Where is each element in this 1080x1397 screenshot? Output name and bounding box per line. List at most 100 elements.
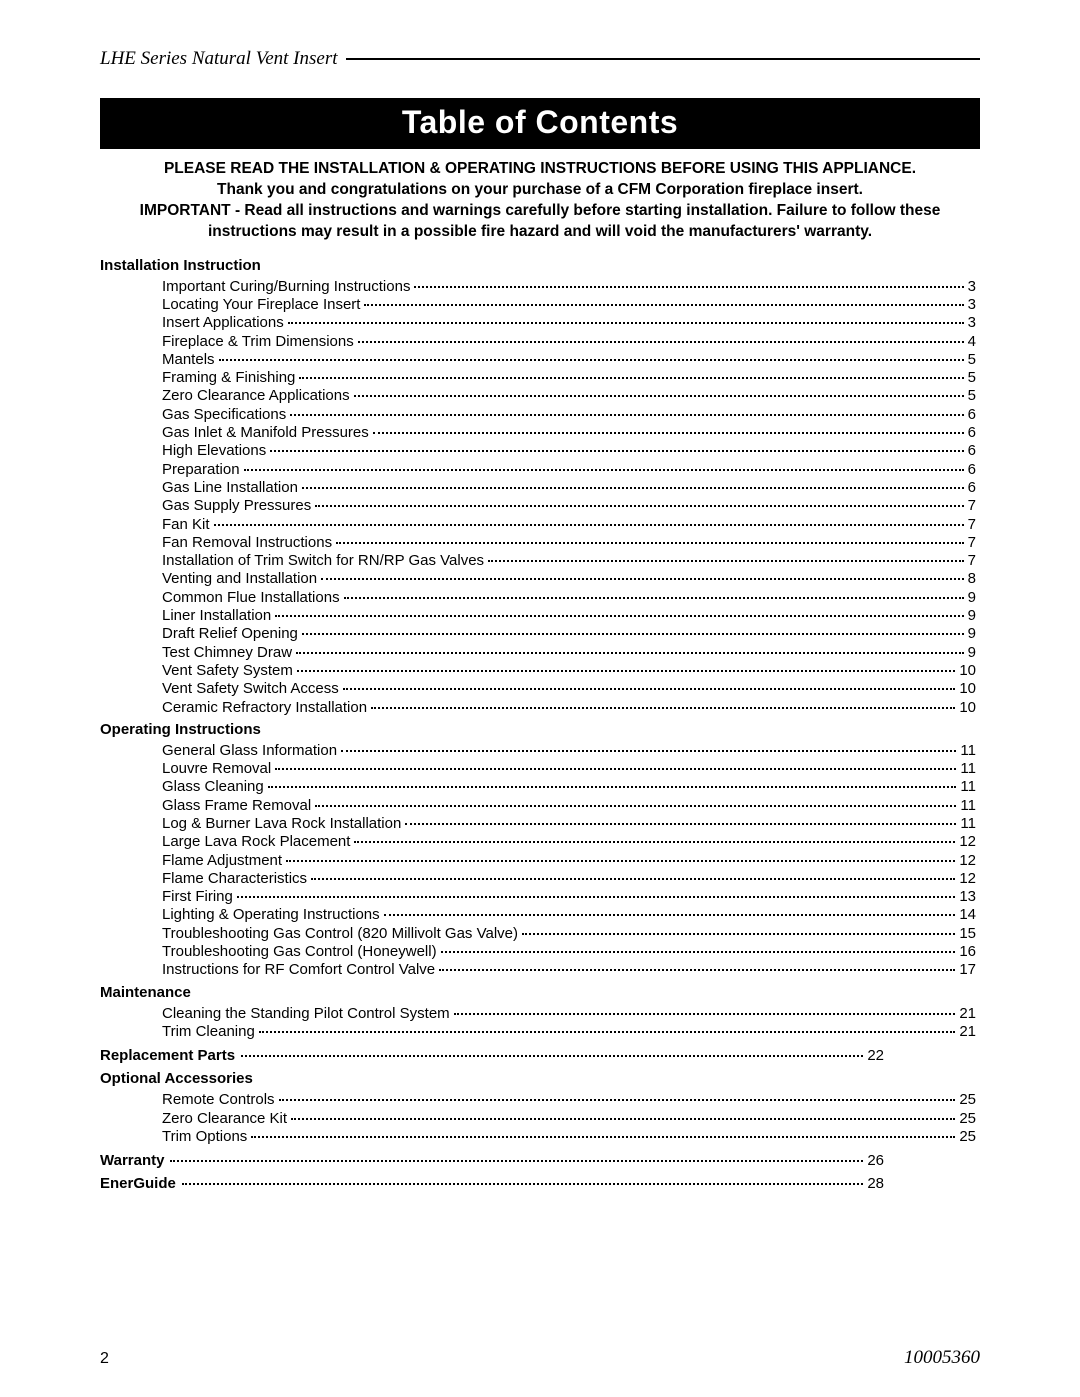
toc-page: 9 <box>966 625 976 643</box>
toc-page: 16 <box>957 943 976 961</box>
toc-page: 11 <box>958 760 976 778</box>
toc-label: Flame Adjustment <box>162 852 284 870</box>
toc-row: Liner Installation9 <box>162 607 976 625</box>
toc-row: Preparation6 <box>162 461 976 479</box>
toc-page: 11 <box>958 742 976 760</box>
intro-line-4: instructions may result in a possible fi… <box>100 222 980 243</box>
toc-page: 11 <box>958 778 976 796</box>
toc-row: Lighting & Operating Instructions14 <box>162 906 976 924</box>
dots <box>311 878 955 880</box>
intro-line-1: PLEASE READ THE INSTALLATION & OPERATING… <box>100 159 980 180</box>
toc-row: Instructions for RF Comfort Control Valv… <box>162 961 976 979</box>
toc-block-optional: Remote Controls25Zero Clearance Kit25Tri… <box>162 1091 976 1146</box>
toc-page: 13 <box>957 888 976 906</box>
toc-page: 11 <box>958 815 976 833</box>
toc-row: Glass Cleaning11 <box>162 778 976 796</box>
toc-page: 6 <box>966 406 976 424</box>
toc-label: Locating Your Fireplace Insert <box>162 296 362 314</box>
toc-label: Gas Supply Pressures <box>162 497 313 515</box>
toc-label: Troubleshooting Gas Control (820 Millivo… <box>162 925 520 943</box>
toc-banner: Table of Contents <box>100 98 980 149</box>
page-number: 28 <box>865 1175 884 1192</box>
toc-label: Ceramic Refractory Installation <box>162 699 369 717</box>
dots <box>384 914 956 916</box>
dots <box>439 969 955 971</box>
dots <box>244 469 964 471</box>
dots <box>354 395 964 397</box>
toc-page: 11 <box>958 797 976 815</box>
toc-page: 8 <box>966 570 976 588</box>
toc-row: Glass Frame Removal 11 <box>162 797 976 815</box>
toc-row: Fan Removal Instructions7 <box>162 534 976 552</box>
toc-page: 5 <box>966 351 976 369</box>
toc-row: Flame Characteristics12 <box>162 870 976 888</box>
toc-page: 4 <box>966 333 976 351</box>
toc-row: Ceramic Refractory Installation10 <box>162 699 976 717</box>
toc-page: 5 <box>966 387 976 405</box>
section-heading-optional: Optional Accessories <box>100 1070 980 1087</box>
toc-label: Vent Safety System <box>162 662 295 680</box>
dots <box>241 1055 863 1057</box>
toc-label: Fireplace & Trim Dimensions <box>162 333 356 351</box>
toc-page: 15 <box>957 925 976 943</box>
header-rule <box>346 58 981 60</box>
dots <box>336 542 964 544</box>
dots <box>315 805 956 807</box>
section-heading-warranty: Warranty <box>100 1152 168 1169</box>
toc-row: Mantels5 <box>162 351 976 369</box>
dots <box>488 560 964 562</box>
toc-row: Trim Options25 <box>162 1128 976 1146</box>
dots <box>364 304 963 306</box>
toc-label: Venting and Installation <box>162 570 319 588</box>
toc-page: 21 <box>957 1005 976 1023</box>
toc-label: High Elevations <box>162 442 268 460</box>
section-heading-installation: Installation Instruction <box>100 257 980 274</box>
section-energuide: EnerGuide 28 <box>100 1175 884 1192</box>
section-heading-operating: Operating Instructions <box>100 721 980 738</box>
toc-label: Glass Frame Removal <box>162 797 313 815</box>
toc-label: Fan Kit <box>162 516 212 534</box>
toc-page: 12 <box>957 833 976 851</box>
footer-page-number: 2 <box>100 1350 109 1368</box>
toc-row: Vent Safety Switch Access10 <box>162 680 976 698</box>
toc-label: Gas Line Installation <box>162 479 300 497</box>
toc-row: Fan Kit7 <box>162 516 976 534</box>
toc-page: 5 <box>966 369 976 387</box>
header-title: LHE Series Natural Vent Insert <box>100 48 346 70</box>
section-heading-maintenance: Maintenance <box>100 984 980 1001</box>
dots <box>214 524 964 526</box>
toc-label: Important Curing/Burning Instructions <box>162 278 412 296</box>
dots <box>321 578 964 580</box>
intro-block: PLEASE READ THE INSTALLATION & OPERATING… <box>100 159 980 243</box>
dots <box>170 1160 863 1162</box>
toc-row: Draft Relief Opening9 <box>162 625 976 643</box>
toc-page: 9 <box>966 589 976 607</box>
toc-row: Log & Burner Lava Rock Installation11 <box>162 815 976 833</box>
page-number: 26 <box>865 1152 884 1169</box>
toc-row: Flame Adjustment12 <box>162 852 976 870</box>
intro-line-2: Thank you and congratulations on your pu… <box>100 180 980 201</box>
toc-page: 6 <box>966 424 976 442</box>
toc-block-operating: General Glass Information11Louvre Remova… <box>162 742 976 980</box>
toc-page: 21 <box>957 1023 976 1041</box>
toc-label: Remote Controls <box>162 1091 277 1109</box>
dots <box>343 688 956 690</box>
toc-row: Framing & Finishing5 <box>162 369 976 387</box>
toc-label: Lighting & Operating Instructions <box>162 906 382 924</box>
toc-row: Troubleshooting Gas Control (Honeywell)1… <box>162 943 976 961</box>
toc-label: Zero Clearance Kit <box>162 1110 289 1128</box>
toc-label: First Firing <box>162 888 235 906</box>
toc-row: Common Flue Installations9 <box>162 589 976 607</box>
toc-block-installation: Important Curing/Burning Instructions3Lo… <box>162 278 976 717</box>
toc-row: Gas Line Installation6 <box>162 479 976 497</box>
dots <box>237 896 955 898</box>
dots <box>251 1136 955 1138</box>
page-number: 22 <box>865 1047 884 1064</box>
toc-label: Vent Safety Switch Access <box>162 680 341 698</box>
dots <box>299 377 963 379</box>
toc-page: 25 <box>957 1128 976 1146</box>
toc-row: Venting and Installation 8 <box>162 570 976 588</box>
dots <box>441 951 956 953</box>
dots <box>344 597 964 599</box>
toc-row: Gas Specifications6 <box>162 406 976 424</box>
